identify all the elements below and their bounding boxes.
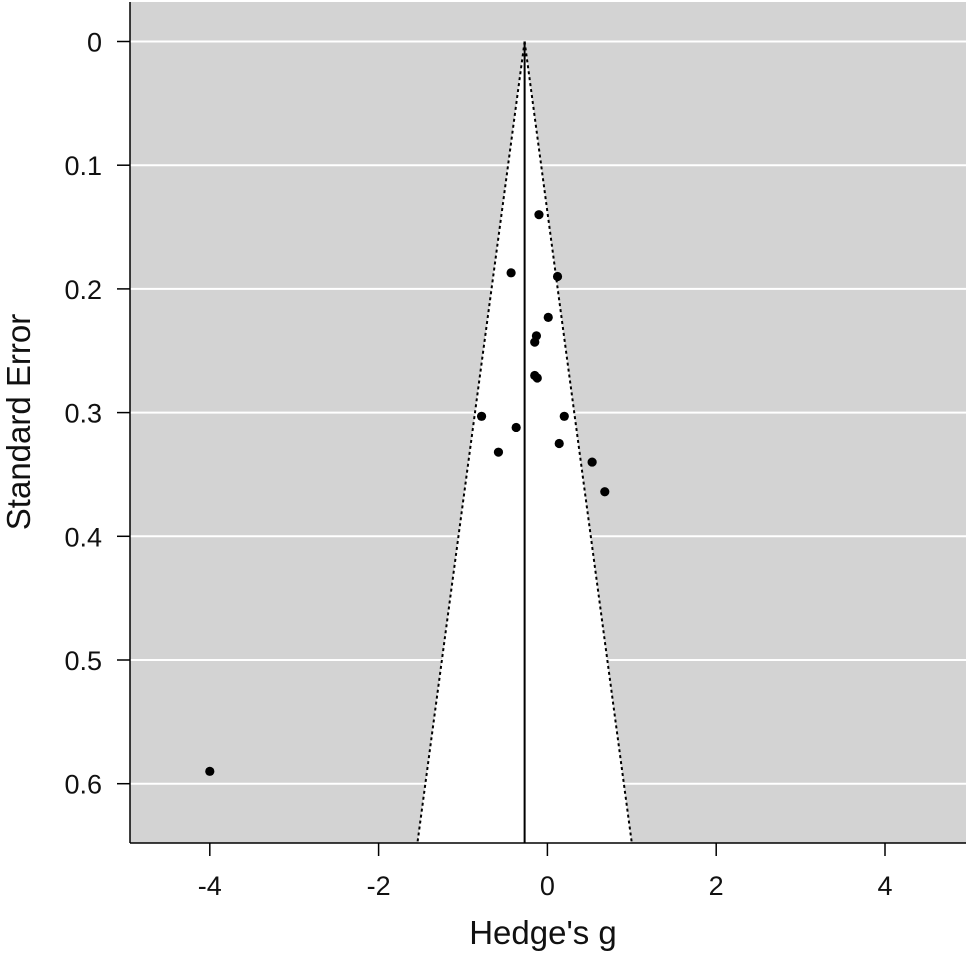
data-point — [552, 271, 563, 282]
y-tick-label: 0.3 — [64, 399, 102, 429]
data-point — [534, 210, 544, 220]
data-point — [543, 312, 553, 322]
x-tick-label: 0 — [540, 871, 555, 901]
data-points — [205, 210, 610, 776]
data-point — [493, 447, 504, 457]
x-axis-title: Hedge's g — [469, 914, 617, 951]
data-point — [532, 373, 542, 383]
data-point — [530, 337, 540, 347]
data-point — [511, 422, 521, 433]
data-point — [506, 268, 516, 278]
y-tick-label: 0 — [87, 28, 102, 58]
data-point — [559, 411, 569, 421]
y-tick-label: 0.1 — [64, 151, 102, 181]
data-point — [476, 411, 487, 421]
funnel-left-boundary — [416, 41, 526, 844]
funnel-region — [416, 41, 633, 844]
data-point — [205, 766, 215, 776]
y-tick-label: 0.5 — [64, 646, 102, 676]
y-tick-label: 0.2 — [64, 275, 102, 305]
x-tick-label: 2 — [709, 871, 724, 901]
data-point — [554, 438, 564, 449]
x-tick-label: -4 — [198, 871, 222, 901]
data-point — [587, 457, 597, 467]
x-tick-label: -2 — [367, 871, 391, 901]
y-axis-title: Standard Error — [0, 314, 37, 530]
funnel-right-boundary — [523, 41, 633, 844]
x-tick-label: 4 — [877, 871, 892, 901]
axes: 0 0.1 0.2 0.3 0.4 0.5 0.6 -4 -2 0 2 4 — [64, 2, 966, 901]
data-point — [600, 487, 610, 497]
y-tick-label: 0.4 — [64, 522, 102, 552]
y-tick-label: 0.6 — [64, 770, 102, 800]
